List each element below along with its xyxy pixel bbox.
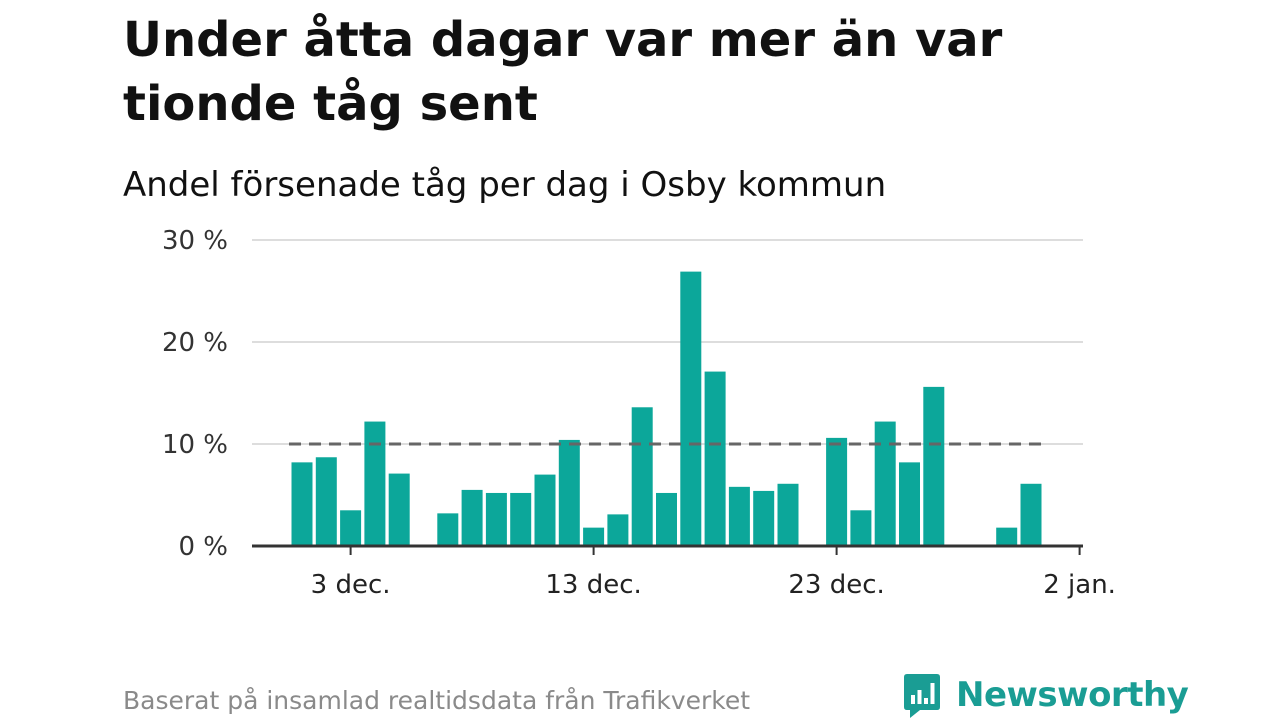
x-tick-label: 3 dec. — [311, 570, 391, 600]
bar — [364, 421, 386, 546]
bar — [534, 474, 556, 546]
bar — [340, 510, 362, 546]
y-tick-label: 20 % — [162, 328, 228, 358]
y-axis-labels: 0 % 10 % 20 % 30 % — [162, 226, 228, 562]
brand-name: Newsworthy — [956, 675, 1189, 715]
bars — [291, 271, 1042, 546]
x-tick-label: 13 dec. — [545, 570, 641, 600]
x-axis-labels: 3 dec. 13 dec. 23 dec. 2 jan. — [311, 570, 1116, 600]
bar — [753, 490, 775, 546]
bar — [728, 486, 750, 546]
bar — [850, 510, 872, 546]
bar — [461, 489, 483, 546]
bar — [874, 421, 896, 546]
bar — [777, 483, 799, 546]
bar — [680, 271, 702, 546]
x-tick-label: 23 dec. — [788, 570, 884, 600]
bar — [899, 462, 920, 546]
bar — [291, 462, 313, 546]
newsworthy-logo: Newsworthy — [902, 670, 1189, 720]
x-tick-label: 2 jan. — [1043, 570, 1116, 600]
y-tick-label: 10 % — [162, 430, 228, 460]
bar — [826, 437, 848, 546]
y-tick-label: 0 % — [178, 532, 228, 562]
bar — [656, 492, 677, 546]
bar — [607, 514, 629, 546]
bar — [558, 439, 580, 546]
bar — [923, 386, 945, 546]
bar — [583, 527, 605, 546]
bar — [1020, 483, 1042, 546]
bar-chart-speech-bubble-icon — [904, 674, 940, 718]
bar — [315, 457, 337, 546]
grid-lines — [252, 239, 1083, 445]
bar — [996, 527, 1018, 546]
chart-title: Under åtta dagar var mer än var tionde t… — [123, 12, 1003, 132]
bar — [388, 473, 410, 546]
bar — [437, 513, 459, 546]
x-axis — [252, 544, 1083, 555]
bar — [510, 492, 532, 546]
bar — [485, 492, 507, 546]
chart-subtitle: Andel försenade tåg per dag i Osby kommu… — [123, 165, 887, 205]
source-note: Baserat på insamlad realtidsdata från Tr… — [123, 686, 751, 715]
bar — [704, 371, 726, 546]
y-tick-label: 30 % — [162, 226, 228, 256]
bar — [631, 407, 653, 546]
